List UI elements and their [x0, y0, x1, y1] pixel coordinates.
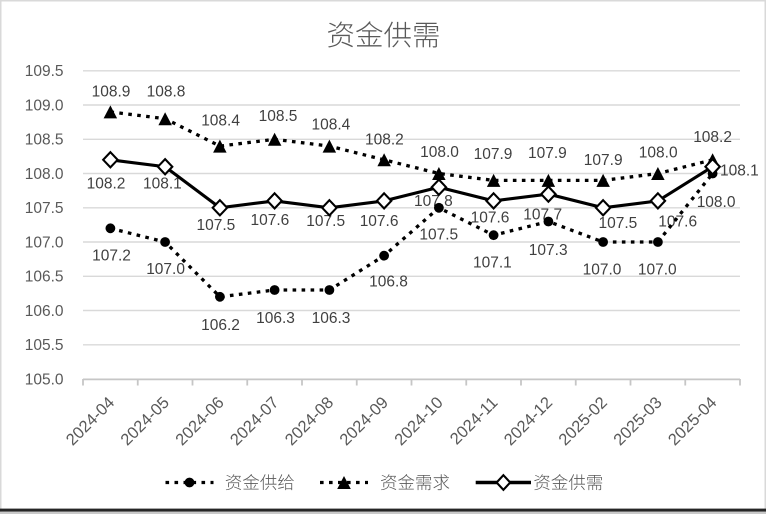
- svg-text:108.1: 108.1: [720, 162, 759, 179]
- svg-text:108.0: 108.0: [697, 194, 736, 211]
- svg-text:109.0: 109.0: [25, 97, 64, 114]
- svg-text:106.8: 106.8: [369, 273, 408, 290]
- svg-text:107.6: 107.6: [471, 209, 510, 226]
- svg-text:108.2: 108.2: [365, 131, 404, 148]
- svg-text:105.5: 105.5: [25, 337, 64, 354]
- svg-text:107.6: 107.6: [360, 213, 399, 230]
- svg-text:107.0: 107.0: [146, 261, 185, 278]
- svg-text:107.9: 107.9: [474, 146, 513, 163]
- svg-text:108.0: 108.0: [420, 144, 459, 161]
- svg-text:107.6: 107.6: [658, 213, 697, 230]
- svg-text:107.5: 107.5: [306, 213, 345, 230]
- svg-text:108.5: 108.5: [259, 108, 298, 125]
- svg-text:106.0: 106.0: [25, 303, 64, 320]
- svg-text:106.2: 106.2: [201, 317, 240, 334]
- svg-text:107.2: 107.2: [92, 248, 131, 265]
- svg-text:107.9: 107.9: [528, 145, 567, 162]
- svg-text:107.0: 107.0: [25, 234, 64, 251]
- svg-text:108.5: 108.5: [25, 132, 64, 149]
- svg-text:108.0: 108.0: [25, 166, 64, 183]
- svg-text:108.2: 108.2: [87, 175, 126, 192]
- svg-text:109.5: 109.5: [25, 63, 64, 80]
- svg-text:107.7: 107.7: [523, 207, 562, 224]
- svg-text:106.5: 106.5: [25, 269, 64, 286]
- svg-text:107.9: 107.9: [584, 152, 623, 169]
- svg-text:107.3: 107.3: [529, 242, 568, 259]
- svg-text:107.5: 107.5: [599, 215, 638, 232]
- svg-text:107.5: 107.5: [419, 227, 458, 244]
- svg-text:108.4: 108.4: [312, 116, 351, 133]
- svg-text:107.5: 107.5: [197, 217, 236, 234]
- svg-text:106.3: 106.3: [256, 310, 295, 327]
- svg-text:108.4: 108.4: [201, 113, 240, 130]
- svg-text:105.0: 105.0: [25, 371, 64, 388]
- svg-text:107.0: 107.0: [638, 261, 677, 278]
- svg-text:106.3: 106.3: [312, 310, 351, 327]
- svg-text:108.9: 108.9: [92, 84, 131, 101]
- svg-text:107.8: 107.8: [414, 193, 453, 210]
- svg-text:107.1: 107.1: [473, 255, 512, 272]
- svg-text:108.8: 108.8: [147, 84, 186, 101]
- svg-text:107.5: 107.5: [25, 200, 64, 217]
- svg-text:107.0: 107.0: [583, 261, 622, 278]
- svg-text:108.1: 108.1: [143, 176, 182, 193]
- svg-text:108.0: 108.0: [639, 145, 678, 162]
- svg-text:107.6: 107.6: [251, 212, 290, 229]
- svg-text:108.2: 108.2: [693, 129, 732, 146]
